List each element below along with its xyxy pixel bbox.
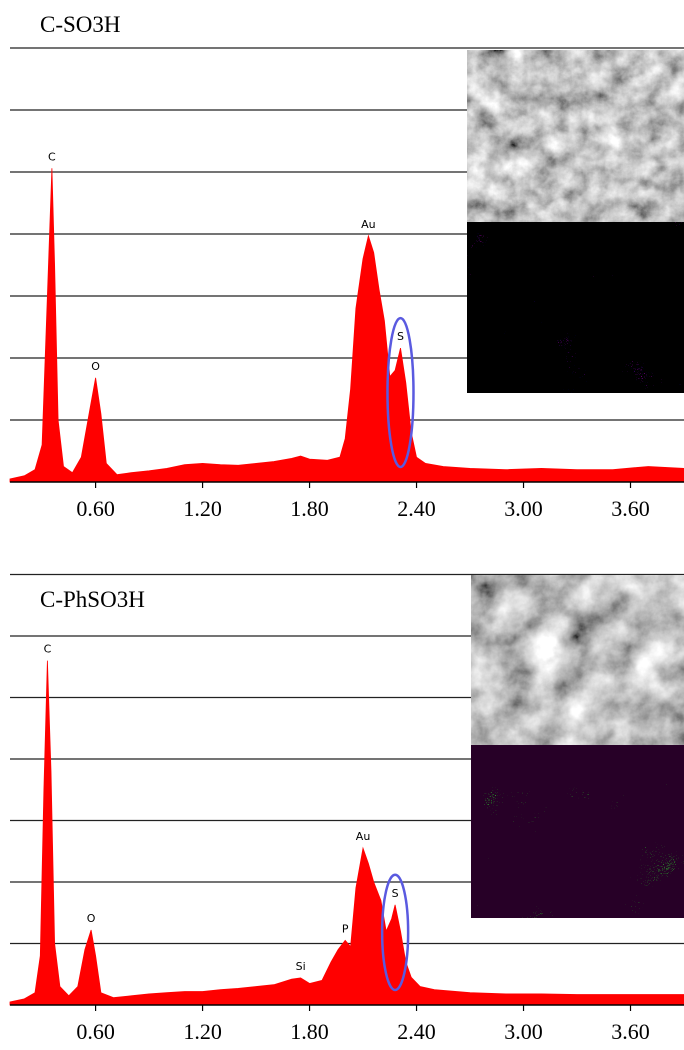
- peak-label: C: [48, 150, 56, 163]
- sem-image: [471, 575, 684, 745]
- peak-label: P: [342, 922, 349, 935]
- peak-label: O: [87, 912, 96, 925]
- chart-title: C-PhSO3H: [40, 587, 145, 612]
- x-tick-label: 1.20: [183, 1019, 222, 1044]
- sulfur-map: [471, 745, 684, 918]
- x-tick-label: 3.00: [504, 496, 543, 521]
- sem-image: [467, 50, 684, 222]
- x-tick-label: 2.40: [397, 496, 436, 521]
- spectrum-area: [9, 168, 684, 483]
- spectrum-area: [9, 660, 684, 1006]
- x-tick-label: 0.60: [76, 496, 115, 521]
- x-tick-label: 1.80: [290, 1019, 329, 1044]
- x-tick-label: 1.80: [290, 496, 329, 521]
- peak-label: O: [91, 360, 100, 373]
- x-tick-label: 0.60: [76, 1019, 115, 1044]
- peak-label: C: [44, 643, 52, 656]
- peak-label: S: [397, 330, 404, 343]
- peak-label: Au: [356, 830, 371, 843]
- highlight-ellipse: [380, 873, 410, 992]
- peak-label: Au: [361, 218, 376, 231]
- x-tick-label: 3.60: [611, 496, 650, 521]
- highlight-ellipse: [386, 316, 415, 469]
- sulfur-map: [467, 222, 684, 393]
- peak-label: S: [392, 887, 399, 900]
- peak-label: Si: [296, 960, 306, 973]
- chart-title: C-SO3H: [40, 12, 121, 37]
- x-tick-label: 3.00: [504, 1019, 543, 1044]
- x-tick-label: 3.60: [611, 1019, 650, 1044]
- x-tick-label: 2.40: [397, 1019, 436, 1044]
- spectrum-panel: C-SO3H 0.60 1.20 1.80 2.40 3.00 3.60 C O Au S: [9, 12, 684, 521]
- x-tick-label: 1.20: [183, 496, 222, 521]
